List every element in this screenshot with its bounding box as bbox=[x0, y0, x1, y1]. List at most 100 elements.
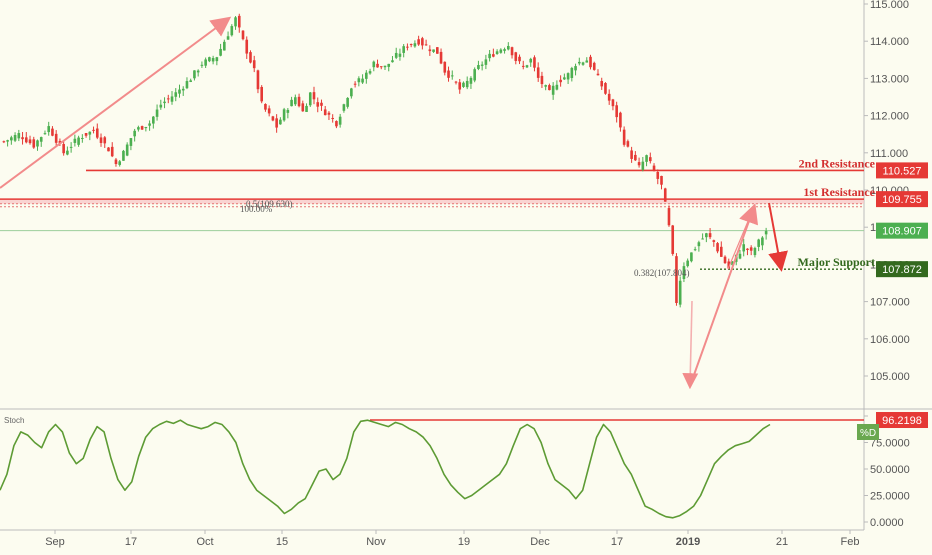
candle-body bbox=[301, 103, 305, 112]
candle-body bbox=[338, 116, 342, 125]
candle-body bbox=[189, 80, 193, 82]
stoch-title: Stoch bbox=[4, 416, 24, 425]
candle-body bbox=[368, 71, 372, 74]
candle-body bbox=[731, 261, 734, 266]
candle-body bbox=[581, 62, 585, 65]
candle-body bbox=[510, 47, 514, 56]
price-tick-label: 106.000 bbox=[870, 334, 910, 346]
candle-body bbox=[428, 49, 432, 52]
major-support-tag-bg bbox=[876, 261, 928, 278]
candle-body bbox=[114, 159, 118, 165]
candle-body bbox=[54, 133, 58, 143]
candle-body bbox=[529, 58, 533, 63]
drop-arrow bbox=[682, 300, 699, 390]
fib-05-label: 0.5(109.630) bbox=[246, 199, 293, 209]
candle-body bbox=[297, 96, 301, 107]
candle-body bbox=[761, 237, 764, 246]
candle-body bbox=[484, 59, 488, 65]
candle-body bbox=[585, 60, 589, 63]
candle-body bbox=[600, 80, 604, 87]
time-tick-label: Dec bbox=[530, 536, 550, 548]
candle-body bbox=[174, 92, 178, 97]
candle-body bbox=[480, 64, 484, 66]
candle-body bbox=[738, 253, 742, 259]
candle-body bbox=[353, 83, 357, 85]
candle-body bbox=[391, 60, 394, 63]
candle-body bbox=[667, 208, 671, 226]
candle-body bbox=[88, 131, 92, 135]
candle-body bbox=[125, 144, 129, 156]
candle-body bbox=[383, 65, 387, 68]
candle-body bbox=[379, 66, 383, 68]
candle-body bbox=[626, 141, 630, 147]
candle-body bbox=[574, 66, 577, 71]
candle-body bbox=[62, 144, 65, 154]
first-resistance-tag: 109.755 bbox=[882, 194, 922, 206]
candle-body bbox=[469, 77, 473, 84]
time-tick-label: Oct bbox=[196, 536, 213, 548]
candle-body bbox=[536, 67, 540, 78]
candle-body bbox=[95, 128, 99, 138]
price-tick-label: 112.000 bbox=[870, 111, 909, 123]
candle-body bbox=[316, 102, 320, 107]
candle-body bbox=[492, 54, 495, 57]
candle-body bbox=[398, 53, 402, 57]
candle-body bbox=[663, 188, 667, 202]
candle-body bbox=[443, 61, 447, 73]
candle-body bbox=[133, 130, 136, 137]
candle-body bbox=[77, 137, 80, 145]
price-tick-label: 107.000 bbox=[870, 297, 910, 309]
resistance-zones bbox=[0, 169, 864, 270]
candle-body bbox=[499, 49, 503, 53]
first-resistance-label: 1st Resistance bbox=[803, 185, 875, 199]
candle-body bbox=[118, 161, 122, 165]
time-axis-ticks: Sep 17 Oct 15 Nov 19 Dec 17 2019 21 Feb bbox=[45, 530, 859, 548]
candle-body bbox=[200, 64, 204, 66]
candle-body bbox=[256, 70, 260, 90]
candle-body bbox=[705, 233, 708, 238]
candle-body bbox=[223, 41, 226, 51]
rebound-arrow-2 bbox=[727, 206, 755, 270]
candle-body bbox=[563, 77, 566, 80]
candle-body bbox=[282, 109, 286, 121]
candle-body bbox=[357, 78, 361, 83]
candle-body bbox=[81, 137, 84, 139]
candle-body bbox=[21, 137, 24, 140]
stoch-panel: 75.0000 50.0000 25.0000 0.0000 96.2198 %D bbox=[0, 412, 928, 529]
candle-body bbox=[2, 141, 6, 143]
candle-body bbox=[219, 48, 222, 56]
candle-body bbox=[140, 126, 144, 130]
stoch-legend-bg bbox=[857, 424, 879, 440]
candle-body bbox=[473, 69, 476, 81]
candle-body bbox=[39, 137, 43, 142]
candle-body bbox=[701, 238, 704, 240]
candle-body bbox=[51, 128, 54, 136]
candle-body bbox=[346, 97, 349, 107]
stoch-tick-label: 75.0000 bbox=[870, 438, 910, 450]
uptrend-arrow bbox=[0, 16, 232, 189]
candle-body bbox=[279, 119, 282, 125]
candle-body bbox=[47, 126, 51, 133]
candle-body bbox=[402, 46, 405, 53]
candle-body bbox=[607, 93, 611, 101]
time-tick-label: Nov bbox=[366, 536, 386, 548]
candle-body bbox=[327, 112, 331, 115]
candle-body bbox=[604, 83, 607, 94]
stoch-level-tag-bg bbox=[876, 412, 928, 429]
candle-body bbox=[178, 89, 181, 94]
candle-body bbox=[208, 57, 211, 62]
current-price-tag-bg bbox=[876, 222, 928, 239]
candle-body bbox=[335, 121, 338, 127]
second-resistance-label: 2nd Resistance bbox=[799, 156, 876, 170]
candle-body bbox=[230, 26, 234, 36]
candle-body bbox=[92, 129, 95, 131]
candle-body bbox=[742, 244, 746, 252]
candle-series bbox=[2, 13, 768, 308]
candle-body bbox=[495, 51, 499, 54]
candle-body bbox=[32, 139, 36, 148]
candle-body bbox=[693, 249, 697, 251]
candle-body bbox=[181, 88, 185, 91]
